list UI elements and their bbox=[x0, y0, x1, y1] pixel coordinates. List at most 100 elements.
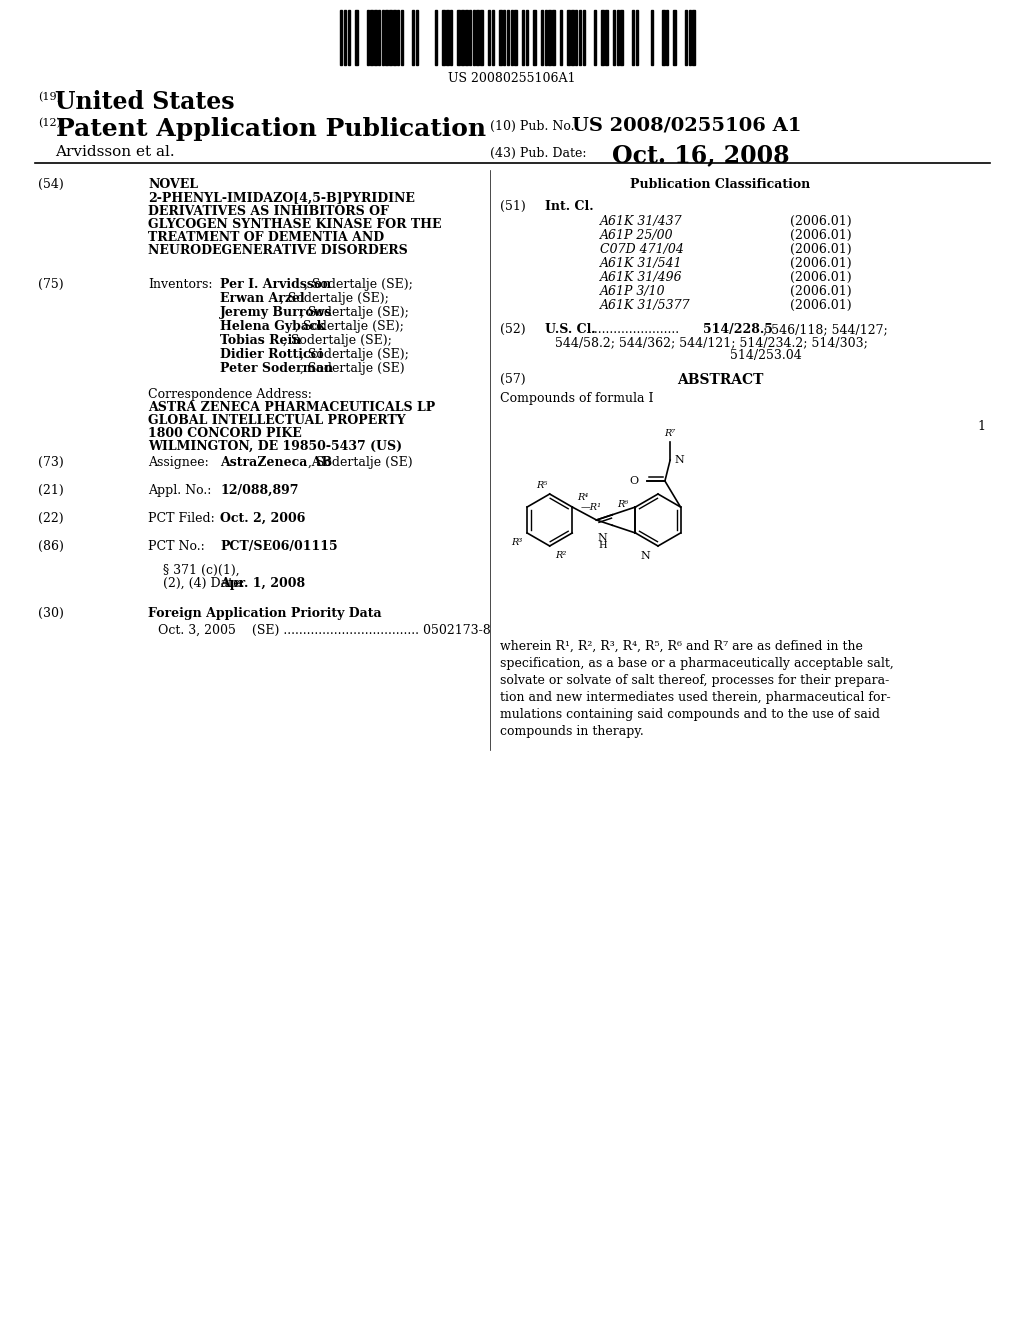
Bar bbox=[503, 11, 506, 65]
Bar bbox=[480, 11, 482, 65]
Bar bbox=[632, 11, 634, 65]
Text: (10) Pub. No.:: (10) Pub. No.: bbox=[490, 120, 579, 133]
Bar bbox=[616, 11, 620, 65]
Text: , Sodertalje (SE);: , Sodertalje (SE); bbox=[280, 292, 389, 305]
Text: 1: 1 bbox=[977, 420, 985, 433]
Bar bbox=[378, 11, 380, 65]
Text: A61P 25/00: A61P 25/00 bbox=[600, 228, 674, 242]
Text: N: N bbox=[597, 533, 607, 544]
Text: , Sodertalje (SE);: , Sodertalje (SE); bbox=[283, 334, 392, 347]
Text: (19): (19) bbox=[38, 92, 61, 103]
Text: A61K 31/437: A61K 31/437 bbox=[600, 215, 683, 228]
Text: 1800 CONCORD PIKE: 1800 CONCORD PIKE bbox=[148, 426, 302, 440]
Text: NOVEL: NOVEL bbox=[148, 178, 198, 191]
Text: PCT Filed:: PCT Filed: bbox=[148, 512, 215, 525]
Text: (22): (22) bbox=[38, 512, 63, 525]
Bar bbox=[382, 11, 384, 65]
Bar bbox=[458, 11, 460, 65]
Text: N: N bbox=[674, 455, 684, 465]
Bar bbox=[487, 11, 490, 65]
Bar bbox=[541, 11, 544, 65]
Text: (2006.01): (2006.01) bbox=[790, 285, 852, 298]
Text: O: O bbox=[630, 477, 639, 486]
Text: United States: United States bbox=[55, 90, 234, 114]
Text: Peter Soderman: Peter Soderman bbox=[220, 362, 333, 375]
Text: Jeremy Burrows: Jeremy Burrows bbox=[220, 306, 333, 319]
Bar bbox=[344, 11, 346, 65]
Text: (2006.01): (2006.01) bbox=[790, 215, 852, 228]
Text: WILMINGTON, DE 19850-5437 (US): WILMINGTON, DE 19850-5437 (US) bbox=[148, 440, 402, 453]
Bar bbox=[692, 11, 695, 65]
Text: (86): (86) bbox=[38, 540, 63, 553]
Text: U.S. Cl.: U.S. Cl. bbox=[545, 323, 596, 337]
Bar bbox=[525, 11, 528, 65]
Bar bbox=[571, 11, 573, 65]
Text: , Sodertalje (SE);: , Sodertalje (SE); bbox=[304, 279, 413, 290]
Text: § 371 (c)(1),: § 371 (c)(1), bbox=[163, 564, 240, 577]
Bar bbox=[435, 11, 437, 65]
Text: 544/58.2; 544/362; 544/121; 514/234.2; 514/303;: 544/58.2; 544/362; 544/121; 514/234.2; 5… bbox=[555, 337, 868, 348]
Bar bbox=[594, 11, 596, 65]
Text: (73): (73) bbox=[38, 455, 63, 469]
Text: ABSTRACT: ABSTRACT bbox=[677, 374, 763, 387]
Bar bbox=[355, 11, 357, 65]
Text: A61K 31/5377: A61K 31/5377 bbox=[600, 300, 690, 312]
Text: (2006.01): (2006.01) bbox=[790, 257, 852, 271]
Text: H: H bbox=[598, 541, 607, 550]
Bar bbox=[340, 11, 342, 65]
Text: Per I. Arvidsson: Per I. Arvidsson bbox=[220, 279, 331, 290]
Bar bbox=[583, 11, 585, 65]
Text: Patent Application Publication: Patent Application Publication bbox=[56, 117, 486, 141]
Text: Didier Rotticci: Didier Rotticci bbox=[220, 348, 323, 360]
Bar bbox=[397, 11, 399, 65]
Text: DERIVATIVES AS INHIBITORS OF: DERIVATIVES AS INHIBITORS OF bbox=[148, 205, 389, 218]
Text: wherein R¹, R², R³, R⁴, R⁵, R⁶ and R⁷ are as defined in the
specification, as a : wherein R¹, R², R³, R⁴, R⁵, R⁶ and R⁷ ar… bbox=[500, 640, 894, 738]
Text: C07D 471/04: C07D 471/04 bbox=[600, 243, 684, 256]
Bar bbox=[636, 11, 638, 65]
Bar bbox=[549, 11, 551, 65]
Bar bbox=[685, 11, 687, 65]
Text: A61K 31/541: A61K 31/541 bbox=[600, 257, 683, 271]
Bar bbox=[514, 11, 517, 65]
Text: Helena Gyback: Helena Gyback bbox=[220, 319, 326, 333]
Bar bbox=[446, 11, 449, 65]
Text: 12/088,897: 12/088,897 bbox=[220, 484, 299, 498]
Text: A61K 31/496: A61K 31/496 bbox=[600, 271, 683, 284]
Bar bbox=[567, 11, 569, 65]
Bar bbox=[442, 11, 444, 65]
Bar bbox=[574, 11, 578, 65]
Text: Oct. 3, 2005    (SE) ................................... 0502173-8: Oct. 3, 2005 (SE) ......................… bbox=[158, 624, 490, 638]
Text: (2006.01): (2006.01) bbox=[790, 243, 852, 256]
Text: R³: R³ bbox=[511, 539, 522, 546]
Bar bbox=[650, 11, 653, 65]
Bar bbox=[621, 11, 623, 65]
Bar bbox=[674, 11, 676, 65]
Text: Oct. 2, 2006: Oct. 2, 2006 bbox=[220, 512, 305, 525]
Text: (2), (4) Date:: (2), (4) Date: bbox=[163, 577, 245, 590]
Text: (12): (12) bbox=[38, 117, 61, 128]
Text: (52): (52) bbox=[500, 323, 525, 337]
Text: Foreign Application Priority Data: Foreign Application Priority Data bbox=[148, 607, 382, 620]
Text: R⁶: R⁶ bbox=[617, 500, 629, 508]
Bar bbox=[374, 11, 377, 65]
Text: Arvidsson et al.: Arvidsson et al. bbox=[55, 145, 175, 158]
Text: Int. Cl.: Int. Cl. bbox=[545, 201, 594, 213]
Text: US 2008/0255106 A1: US 2008/0255106 A1 bbox=[572, 116, 802, 135]
Bar bbox=[400, 11, 403, 65]
Bar bbox=[371, 11, 373, 65]
Text: R⁵: R⁵ bbox=[537, 480, 548, 490]
Text: —R¹: —R¹ bbox=[581, 503, 601, 511]
Text: Erwan Arzel: Erwan Arzel bbox=[220, 292, 304, 305]
Text: (75): (75) bbox=[38, 279, 63, 290]
Bar bbox=[560, 11, 562, 65]
Bar bbox=[499, 11, 502, 65]
Text: 514/253.04: 514/253.04 bbox=[730, 348, 802, 362]
Bar bbox=[666, 11, 669, 65]
Text: Tobias Rein: Tobias Rein bbox=[220, 334, 301, 347]
Text: Appl. No.:: Appl. No.: bbox=[148, 484, 211, 498]
Text: AstraZeneca AB: AstraZeneca AB bbox=[220, 455, 332, 469]
Bar bbox=[612, 11, 615, 65]
Bar bbox=[534, 11, 536, 65]
Text: , Sodertalje (SE);: , Sodertalje (SE); bbox=[295, 319, 403, 333]
Bar bbox=[461, 11, 464, 65]
